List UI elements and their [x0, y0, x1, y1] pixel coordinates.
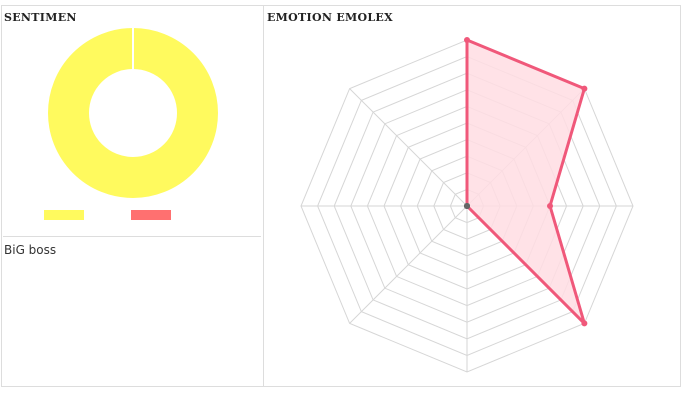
sentiment-title: SENTIMEN: [4, 11, 77, 24]
radar-point-sadness: [464, 203, 470, 209]
legend-swatch-negative: [131, 210, 171, 220]
dashboard-frame: [1, 5, 681, 387]
radar-axis-sadness: [349, 88, 468, 207]
panel-divider: [3, 236, 261, 237]
note-text: BiG boss: [4, 243, 57, 257]
radar-point-anticipation: [464, 37, 470, 43]
radar-axis-anger: [349, 205, 468, 324]
emotion-title: EMOTION EMOLEX: [267, 11, 393, 24]
sentiment-panel: [1, 5, 264, 387]
legend-swatch-positive: [44, 210, 84, 220]
radar-point-trust: [581, 320, 588, 327]
radar-point-joy: [581, 85, 588, 92]
radar-series-area: [465, 37, 587, 325]
radar-point-surprise: [547, 203, 553, 209]
